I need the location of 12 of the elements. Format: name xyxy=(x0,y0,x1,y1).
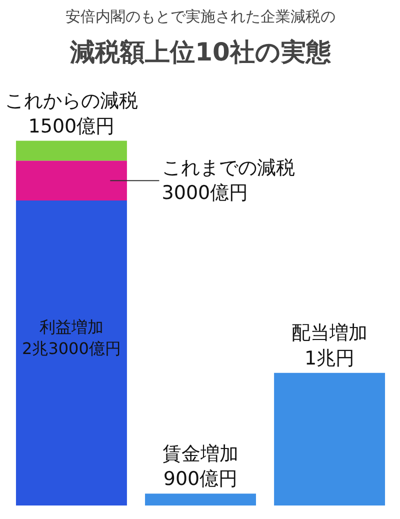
bar xyxy=(274,372,386,506)
data-label: これまでの減税 3000億円 xyxy=(162,156,295,204)
chart-subtitle: 安倍内閣のもとで実施された企業減税の xyxy=(66,8,336,26)
data-label: 賃金増加 900億円 xyxy=(162,442,238,490)
data-label: これからの減税 1500億円 xyxy=(4,90,138,138)
data-label: 利益増加 2兆3000億円 xyxy=(22,317,121,358)
chart-title: 減税額上位10社の実態 xyxy=(69,38,332,66)
data-label: 配当増加 1兆円 xyxy=(292,322,368,370)
bar xyxy=(145,494,256,506)
bar xyxy=(16,140,127,161)
bar xyxy=(16,200,127,506)
bar xyxy=(16,160,127,200)
